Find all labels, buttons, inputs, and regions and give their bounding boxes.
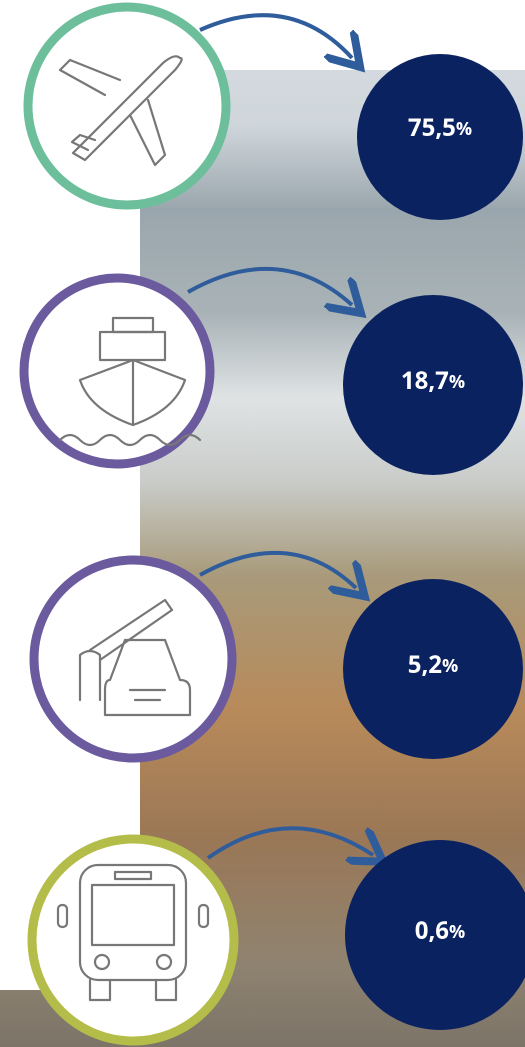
bus-icon <box>56 863 210 1002</box>
percentage: 0,6% <box>415 914 466 947</box>
icon-circle <box>29 555 237 763</box>
percentage: 18,7% <box>401 364 465 397</box>
value-circle <box>345 840 525 1030</box>
icon-circle <box>23 2 231 210</box>
percentage: 75,5% <box>408 111 472 144</box>
arrow <box>206 826 373 858</box>
arrow <box>187 266 352 305</box>
ship-icon <box>58 316 202 447</box>
percentage: 5,2% <box>408 648 459 681</box>
car-barrier-icon <box>78 598 192 717</box>
arrow <box>199 13 352 58</box>
value-circle <box>343 579 523 759</box>
value-circle <box>357 54 523 220</box>
arrow <box>199 550 356 588</box>
plane-icon <box>58 55 183 167</box>
arrows <box>187 13 373 858</box>
icon-circle <box>27 834 239 1046</box>
icon-circle <box>19 273 215 469</box>
value-circle <box>343 295 523 475</box>
